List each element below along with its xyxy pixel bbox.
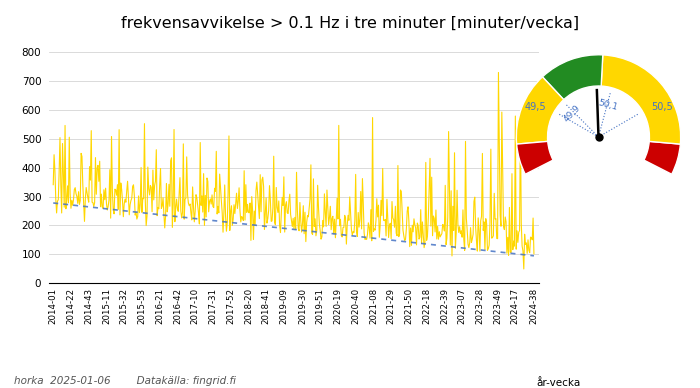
Text: 49,9: 49,9 xyxy=(562,103,582,123)
Wedge shape xyxy=(517,77,564,144)
Text: 49,5: 49,5 xyxy=(524,102,546,111)
X-axis label: år-vecka: år-vecka xyxy=(536,378,581,388)
Text: 50,1: 50,1 xyxy=(596,98,618,112)
Wedge shape xyxy=(517,141,553,174)
Wedge shape xyxy=(542,55,603,100)
Text: frekvensavvikelse > 0.1 Hz i tre minuter [minuter/vecka]: frekvensavvikelse > 0.1 Hz i tre minuter… xyxy=(121,16,579,31)
Wedge shape xyxy=(601,55,680,144)
Text: horka  2025-01-06        Datakälla: fingrid.fi: horka 2025-01-06 Datakälla: fingrid.fi xyxy=(14,376,236,386)
Wedge shape xyxy=(644,141,680,174)
Text: 50,5: 50,5 xyxy=(651,102,673,111)
